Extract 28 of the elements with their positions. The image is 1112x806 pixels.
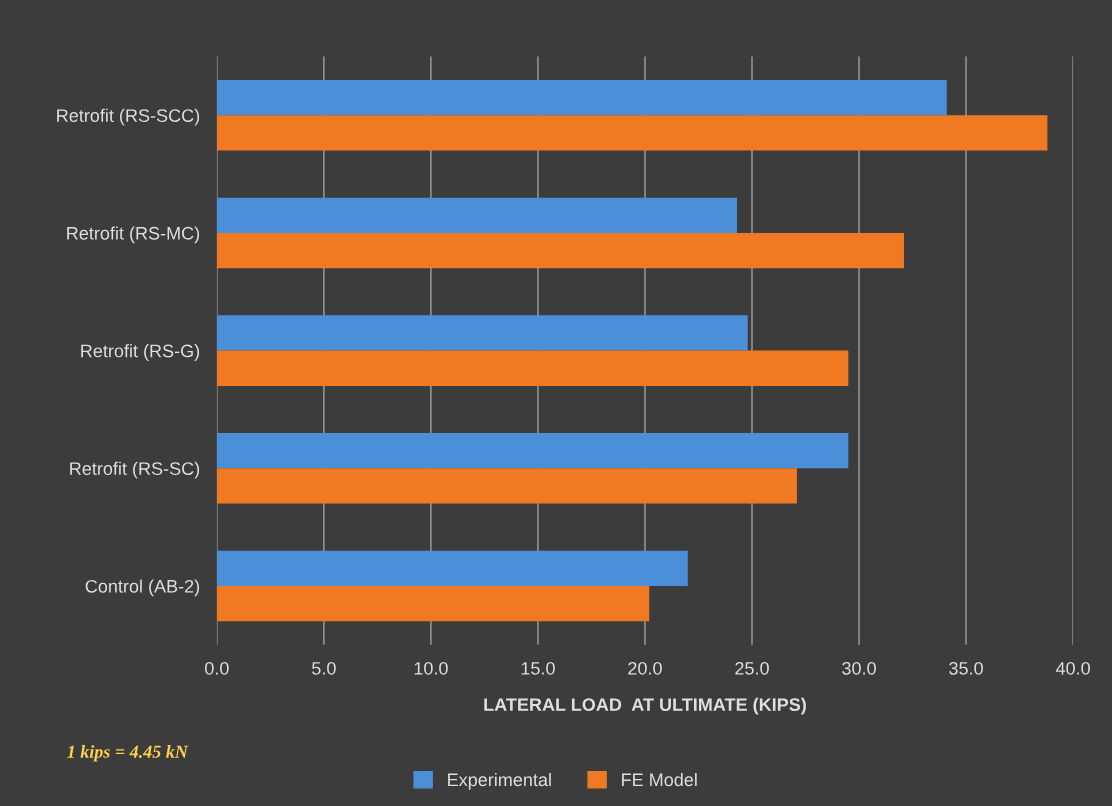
x-tick-label: 40.0 — [1055, 661, 1090, 675]
x-tick-label: 10.0 — [414, 661, 448, 675]
x-tick-label: 15.0 — [521, 661, 555, 675]
legend-label: Experimental — [448, 772, 551, 790]
legend-label: FE Model — [622, 772, 697, 787]
y-tick-label: Retrofit (RS-G) — [81, 344, 200, 361]
bar — [216, 585, 650, 622]
x-axis-title: LATERAL LOAD AT ULTIMATE (KIPS) — [484, 697, 806, 715]
bar — [216, 432, 849, 469]
bar — [216, 232, 904, 269]
x-tick-label: 30.0 — [842, 661, 876, 675]
x-tick-label: 25.0 — [735, 661, 769, 675]
bar — [216, 197, 738, 233]
y-tick-label: Retrofit (RS-SCC) — [57, 108, 200, 126]
x-tick-label: 5.0 — [312, 661, 336, 675]
text: 1 kips = 4.45 kN — [67, 745, 189, 762]
bar — [216, 550, 688, 586]
y-tick-label: Retrofit (RS-MC) — [67, 226, 200, 244]
bar — [216, 315, 748, 351]
x-tick-label: 35.0 — [949, 661, 983, 675]
x-tick-label: 20.0 — [628, 661, 662, 675]
y-tick-label: Retrofit (RS-SC) — [70, 461, 200, 479]
bar — [216, 79, 947, 116]
bar — [216, 350, 849, 386]
x-tick-label: 0.0 — [205, 661, 229, 675]
y-tick-label: Control (AB-2) — [85, 579, 200, 597]
bar — [216, 468, 797, 504]
bar — [216, 115, 1048, 151]
